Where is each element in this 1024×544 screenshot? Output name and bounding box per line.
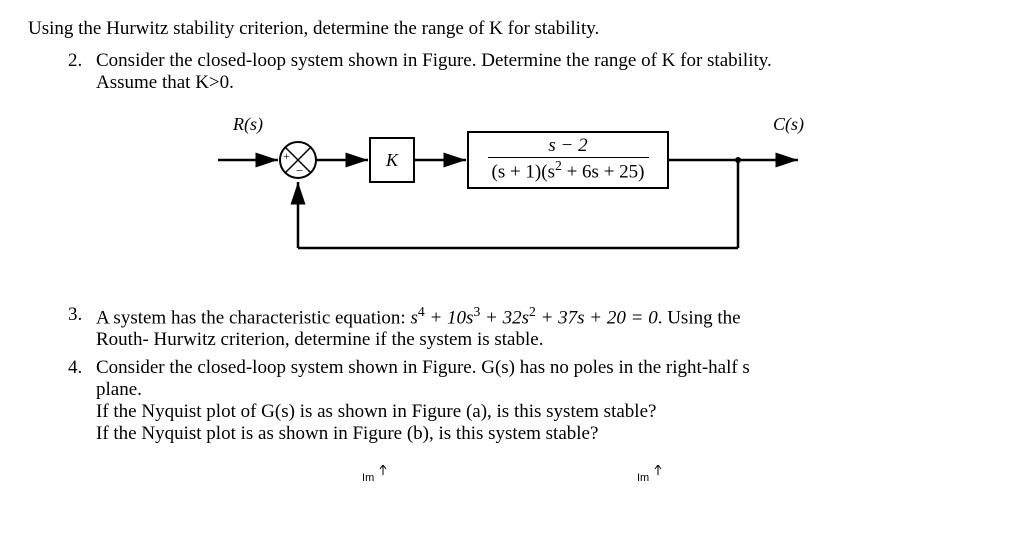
question-2: 2. Consider the closed-loop system shown… (68, 50, 996, 94)
plant-den-a: (s + 1)(s (492, 161, 556, 182)
question-3: 3. A system has the characteristic equat… (68, 304, 996, 351)
q3-eq-s2: + 10s (425, 307, 474, 328)
intro-text: Using the Hurwitz stability criterion, d… (28, 18, 996, 40)
input-label: R(s) (232, 114, 263, 135)
q4-body: Consider the closed-loop system shown in… (96, 357, 996, 445)
q3-eq-s1: s (410, 307, 417, 328)
block-diagram-svg: R(s) + − K C(s) (208, 108, 848, 278)
pickoff-node (735, 157, 741, 163)
q3-before-eq: A system has the characteristic equation… (96, 307, 410, 328)
q3-after-eq: . Using the (658, 307, 741, 328)
im-label-b: Im (637, 472, 649, 484)
nyquist-axes-row: Im Im (28, 465, 996, 487)
q2-line2: Assume that K>0. (96, 72, 234, 93)
q4-line3: If the Nyquist plot of G(s) is as shown … (96, 401, 656, 422)
gain-label: K (385, 150, 399, 170)
q3-eq-sup1: 4 (418, 304, 425, 319)
nyquist-axis-b: Im (637, 465, 662, 487)
nyquist-axis-a: Im (362, 465, 387, 487)
summer-minus: − (296, 163, 303, 178)
summer-plus: + (283, 149, 290, 163)
q3-body: A system has the characteristic equation… (96, 304, 996, 351)
plant-den-b: + 6s + 25) (562, 161, 645, 182)
q3-eq-s3: + 32s (480, 307, 529, 328)
q4-line4: If the Nyquist plot is as shown in Figur… (96, 423, 598, 444)
q4-line2: plane. (96, 379, 142, 400)
q2-line1: Consider the closed-loop system shown in… (96, 50, 772, 71)
output-label: C(s) (773, 114, 804, 135)
plant-transfer-function: s − 2 (s + 1)(s2 + 6s + 25) (480, 136, 656, 183)
question-4: 4. Consider the closed-loop system shown… (68, 357, 996, 445)
q3-number: 3. (68, 304, 96, 351)
q2-body: Consider the closed-loop system shown in… (96, 50, 996, 94)
q2-number: 2. (68, 50, 96, 94)
block-diagram: R(s) + − K C(s) s − 2 (s + 1)( (208, 108, 996, 278)
axis-arrow-b (654, 465, 662, 475)
im-label-a: Im (362, 472, 374, 484)
plant-den-sup: 2 (555, 158, 562, 173)
q3-line2: Routh- Hurwitz criterion, determine if t… (96, 329, 543, 350)
axis-arrow-a (379, 465, 387, 475)
plant-numerator: s − 2 (548, 135, 587, 156)
q4-number: 4. (68, 357, 96, 445)
q4-line1: Consider the closed-loop system shown in… (96, 357, 750, 378)
q3-eq-s4: + 37s + 20 = 0 (536, 307, 658, 328)
q3-eq-sup3: 2 (529, 304, 536, 319)
